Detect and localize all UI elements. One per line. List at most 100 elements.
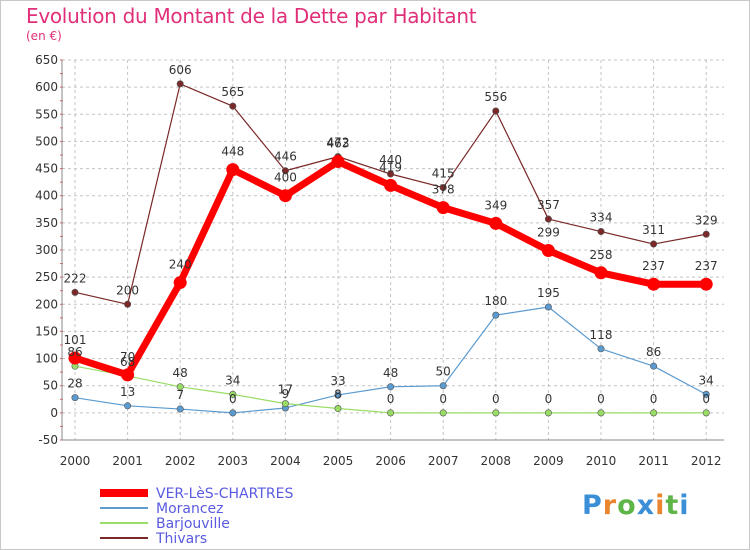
data-point: [176, 80, 184, 88]
logo-letter: P: [582, 490, 603, 521]
data-point: [650, 362, 658, 370]
data-label: 440: [379, 153, 402, 167]
legend-label: Thivars: [155, 531, 207, 547]
data-point: [489, 216, 503, 230]
x-tick-label: 2001: [112, 454, 143, 468]
data-label: 7: [176, 388, 184, 402]
y-tick-label: 100: [35, 352, 58, 366]
data-point: [647, 277, 661, 291]
logo-letter: r: [602, 490, 618, 521]
x-tick-label: 2004: [270, 454, 301, 468]
data-point: [702, 409, 710, 417]
x-tick-label: 2005: [323, 454, 354, 468]
data-label: 17: [278, 383, 293, 397]
data-point: [544, 303, 552, 311]
data-point: [278, 189, 292, 203]
data-label: 419: [379, 160, 402, 174]
data-label: 86: [646, 345, 661, 359]
data-label: 415: [432, 167, 455, 181]
data-point: [702, 230, 710, 238]
data-point: [331, 155, 345, 169]
data-label: 200: [116, 283, 139, 297]
data-label: 0: [492, 392, 500, 406]
data-label: 0: [702, 392, 710, 406]
data-label: 311: [642, 223, 665, 237]
data-label: 463: [327, 137, 350, 151]
y-tick-label: 300: [35, 243, 58, 257]
data-label: 334: [590, 211, 613, 225]
data-label: 9: [282, 387, 290, 401]
data-point: [492, 311, 500, 319]
data-point: [229, 409, 237, 417]
data-point: [439, 382, 447, 390]
data-point: [173, 276, 187, 290]
data-label: 556: [484, 90, 507, 104]
chart-title: Evolution du Montant de la Dette par Hab…: [26, 4, 477, 28]
logo-letter: x: [636, 490, 656, 521]
data-point: [176, 405, 184, 413]
data-label: 101: [64, 333, 87, 347]
x-tick-label: 2006: [375, 454, 406, 468]
data-label: 28: [67, 377, 82, 391]
logo-letter: t: [665, 490, 680, 521]
data-label: 33: [330, 374, 345, 388]
x-tick-label: 2008: [481, 454, 512, 468]
data-label: 448: [221, 145, 244, 159]
data-label: 118: [590, 328, 613, 342]
data-label: 70: [120, 350, 135, 364]
data-point: [226, 163, 240, 177]
data-label: 258: [590, 248, 613, 262]
data-point: [121, 368, 135, 382]
data-label: 0: [650, 392, 658, 406]
data-point: [597, 409, 605, 417]
data-point: [597, 345, 605, 353]
data-label: 237: [642, 259, 665, 273]
data-label: 472: [327, 136, 350, 150]
y-tick-label: 200: [35, 297, 58, 311]
data-label: 222: [64, 271, 87, 285]
data-label: 237: [695, 259, 718, 273]
y-tick-label: 400: [35, 189, 58, 203]
y-tick-label: 500: [35, 134, 58, 148]
y-tick-label: -50: [38, 433, 58, 447]
data-point: [439, 184, 447, 192]
proxiti-logo: Proxiti: [582, 490, 690, 521]
data-label: 48: [383, 366, 398, 380]
data-label: 0: [545, 392, 553, 406]
data-point: [439, 409, 447, 417]
data-point: [334, 391, 342, 399]
data-label: 357: [537, 198, 560, 212]
data-label: 329: [695, 213, 718, 227]
data-label: 0: [387, 392, 395, 406]
data-label: 8: [334, 388, 342, 402]
data-point: [492, 107, 500, 115]
x-tick-label: 2009: [533, 454, 564, 468]
data-point: [492, 409, 500, 417]
data-point: [71, 288, 79, 296]
data-label: 0: [229, 392, 237, 406]
data-point: [387, 383, 395, 391]
data-label: 378: [432, 183, 455, 197]
data-point: [544, 215, 552, 223]
data-point: [68, 351, 82, 365]
x-tick-label: 2012: [691, 454, 722, 468]
data-point: [702, 390, 710, 398]
data-point: [124, 300, 132, 308]
logo-letter: i: [679, 490, 690, 521]
data-label: 34: [225, 373, 240, 387]
data-label: 48: [173, 366, 188, 380]
data-point: [281, 400, 289, 408]
data-point: [124, 402, 132, 410]
y-tick-label: 50: [43, 379, 58, 393]
y-tick-label: 450: [35, 162, 58, 176]
legend-label: VER-LèS-CHARTRES: [156, 486, 293, 502]
data-point: [71, 394, 79, 402]
x-tick-label: 2000: [60, 454, 91, 468]
y-tick-label: 150: [35, 324, 58, 338]
data-label: 34: [699, 373, 714, 387]
legend-label: Morancez: [156, 501, 224, 517]
data-label: 0: [439, 392, 447, 406]
data-label: 349: [484, 198, 507, 212]
data-point: [650, 409, 658, 417]
